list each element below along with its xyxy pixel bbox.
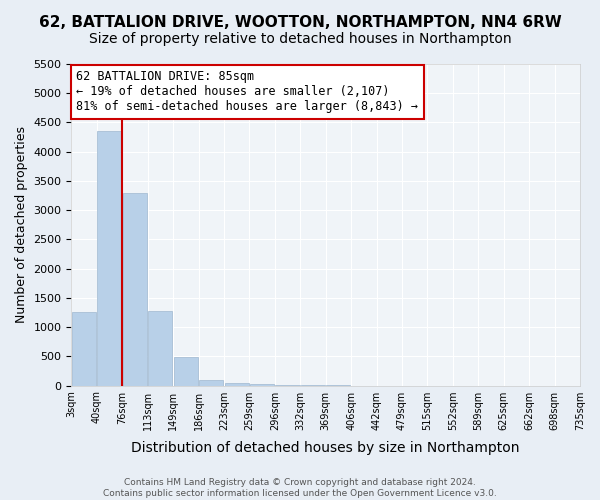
Bar: [148, 310, 172, 386]
Text: Contains HM Land Registry data © Crown copyright and database right 2024.
Contai: Contains HM Land Registry data © Crown c…: [103, 478, 497, 498]
Bar: [72, 312, 96, 386]
Bar: [174, 358, 198, 386]
Bar: [97, 131, 122, 386]
Bar: [250, 384, 274, 386]
Bar: [224, 382, 249, 386]
Bar: [123, 192, 147, 386]
Text: 62, BATTALION DRIVE, WOOTTON, NORTHAMPTON, NN4 6RW: 62, BATTALION DRIVE, WOOTTON, NORTHAMPTO…: [38, 15, 562, 30]
Bar: [199, 380, 223, 386]
X-axis label: Distribution of detached houses by size in Northampton: Distribution of detached houses by size …: [131, 441, 520, 455]
Y-axis label: Number of detached properties: Number of detached properties: [15, 126, 28, 324]
Text: Size of property relative to detached houses in Northampton: Size of property relative to detached ho…: [89, 32, 511, 46]
Text: 62 BATTALION DRIVE: 85sqm
← 19% of detached houses are smaller (2,107)
81% of se: 62 BATTALION DRIVE: 85sqm ← 19% of detac…: [76, 70, 418, 114]
